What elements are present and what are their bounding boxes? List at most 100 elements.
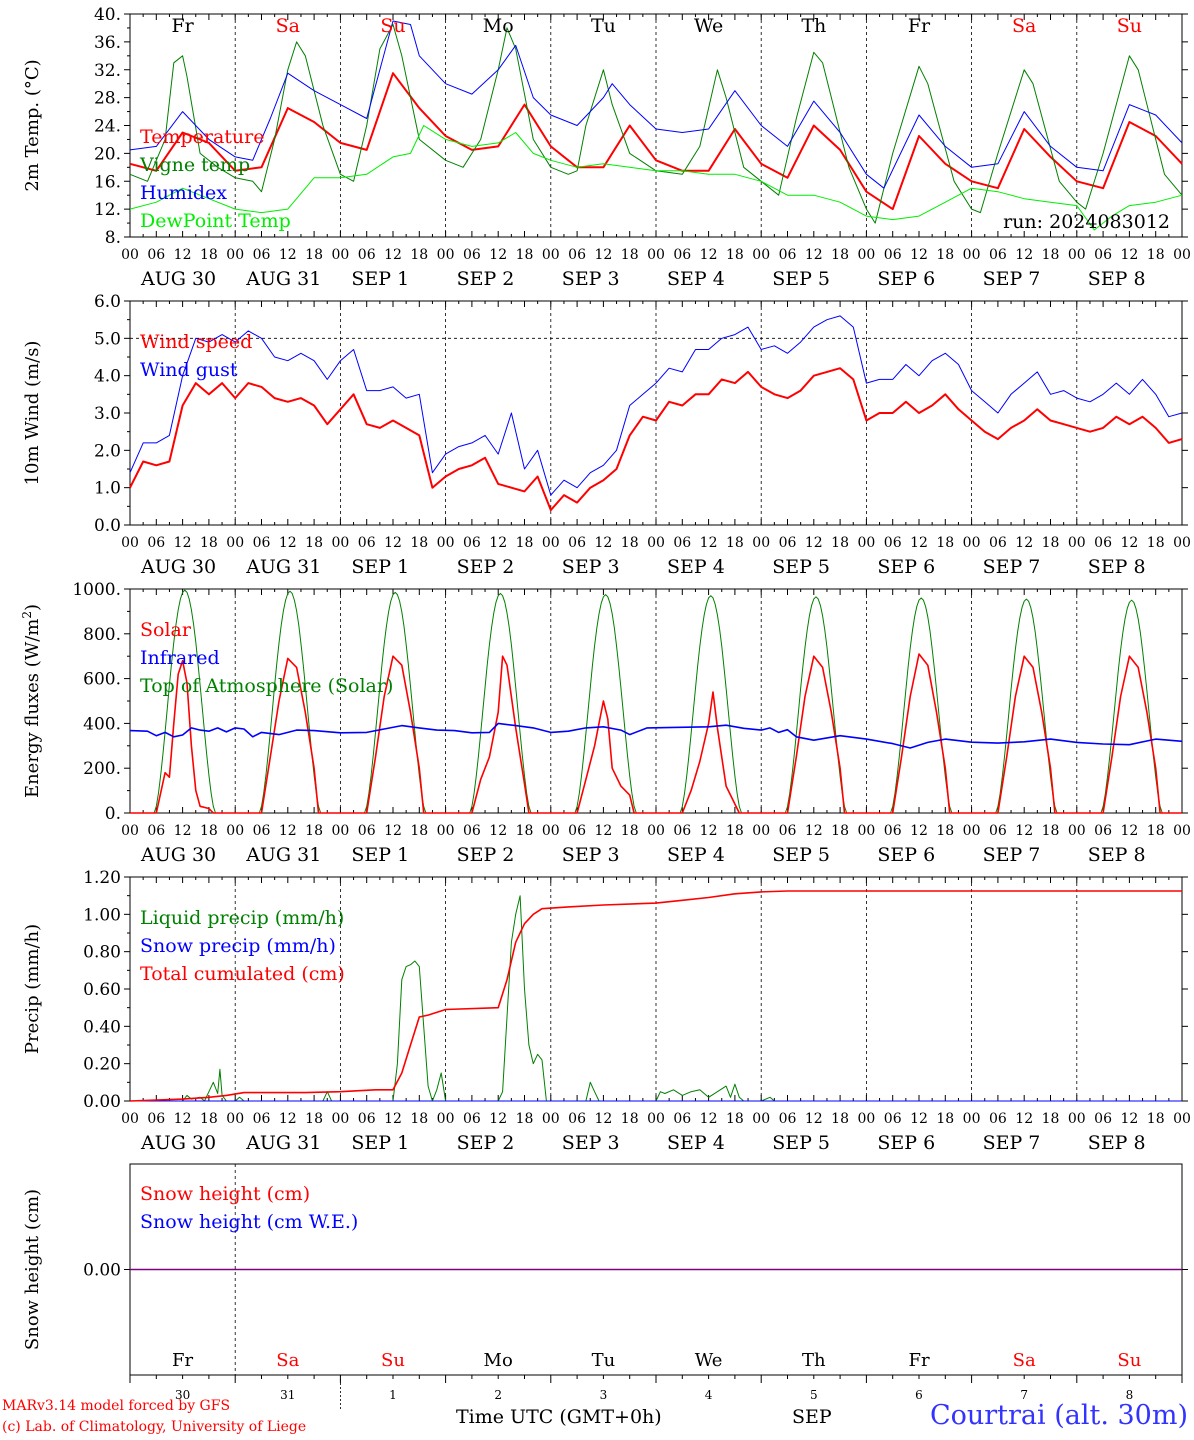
y-tick-label: 6.0 <box>94 292 121 312</box>
hour-tick-label: 12 <box>174 535 192 551</box>
hour-tick-label: 18 <box>831 823 849 839</box>
hour-tick-label: 12 <box>1120 1111 1138 1127</box>
hour-tick-label: 06 <box>253 247 271 263</box>
hour-tick-label: 06 <box>884 535 902 551</box>
legend-entry: Solar <box>140 619 192 641</box>
hour-tick-label: 06 <box>779 823 797 839</box>
hour-tick-label: 12 <box>700 1111 718 1127</box>
date-label: SEP 8 <box>1088 844 1146 866</box>
hour-tick-label: 00 <box>331 823 349 839</box>
y-tick-label: 0.00 <box>83 1092 121 1112</box>
hour-tick-label: 12 <box>384 247 402 263</box>
y-axis-label: 2m Temp. (°C) <box>22 59 43 191</box>
y-tick-label: 24. <box>94 117 121 137</box>
day-number: 8 <box>1126 1388 1134 1402</box>
series-line-infrared <box>129 722 1183 749</box>
run-label: run: 2024083012 <box>1003 211 1170 233</box>
hour-tick-label: 00 <box>857 535 875 551</box>
hour-tick-label: 06 <box>779 247 797 263</box>
series-line-wind-gust <box>129 315 1183 496</box>
hour-tick-label: 00 <box>226 535 244 551</box>
hour-tick-label: 12 <box>174 1111 192 1127</box>
date-label: SEP 4 <box>667 1132 725 1154</box>
legend-entry: Total cumulated (cm) <box>140 963 345 985</box>
hour-tick-label: 00 <box>121 247 139 263</box>
hour-tick-label: 12 <box>384 823 402 839</box>
y-axis-label: Precip (mm/h) <box>22 924 43 1054</box>
hour-tick-label: 18 <box>831 1111 849 1127</box>
hour-tick-label: 12 <box>700 823 718 839</box>
date-label: SEP 5 <box>772 268 830 290</box>
y-tick-label: 36. <box>94 33 121 53</box>
hour-tick-label: 18 <box>1147 247 1165 263</box>
y-tick-label: 0.80 <box>83 943 121 963</box>
day-abbreviation: Tu <box>591 15 616 37</box>
legend-entry: Liquid precip (mm/h) <box>140 907 344 929</box>
hour-tick-label: 18 <box>200 1111 218 1127</box>
hour-tick-label: 00 <box>542 1111 560 1127</box>
series-line-wind-speed <box>129 367 1183 512</box>
date-label: AUG 31 <box>245 268 321 290</box>
hour-tick-label: 12 <box>594 823 612 839</box>
hour-tick-label: 18 <box>516 247 534 263</box>
hour-tick-label: 06 <box>1094 247 1112 263</box>
hour-tick-label: 06 <box>568 823 586 839</box>
date-label: SEP 7 <box>983 844 1041 866</box>
day-abbreviation: Su <box>380 15 405 37</box>
hour-tick-label: 06 <box>358 247 376 263</box>
y-tick-label: 32. <box>94 61 121 81</box>
hour-tick-label: 12 <box>594 535 612 551</box>
hour-tick-label: 06 <box>989 823 1007 839</box>
y-tick-label: 2.0 <box>94 441 121 461</box>
day-abbreviation: Fr <box>172 1350 193 1371</box>
hour-tick-label: 06 <box>568 535 586 551</box>
hour-tick-label: 18 <box>410 535 428 551</box>
day-abbreviation: Fr <box>908 15 931 37</box>
hour-tick-label: 06 <box>884 1111 902 1127</box>
hour-tick-label: 12 <box>805 535 823 551</box>
legend-entry: Snow height (cm W.E.) <box>140 1211 358 1233</box>
y-tick-label: 1.0 <box>94 479 121 499</box>
hour-tick-label: 12 <box>174 247 192 263</box>
hour-tick-label: 00 <box>437 247 455 263</box>
y-tick-label: 200. <box>83 759 121 779</box>
bottom-time-axis: Fr 30 Sa 31 Su 1 Mo 2 Tu 3 We 4 Th 5 Fr 6 Sa 7 Su 8 <box>129 1350 1183 1411</box>
hour-tick-label: 18 <box>621 247 639 263</box>
plot-frame <box>129 588 1183 814</box>
hour-tick-label: 18 <box>1147 535 1165 551</box>
hour-tick-label: 00 <box>226 1111 244 1127</box>
date-label: SEP 2 <box>457 556 515 578</box>
hour-tick-label: 06 <box>253 535 271 551</box>
hour-tick-label: 06 <box>358 823 376 839</box>
date-label: SEP 2 <box>457 844 515 866</box>
panel-temperature: 8. 12. 16. 20. 24. 28. 32. 36. 40. 2m Temp. (°C) 0… <box>22 5 1191 290</box>
date-label: SEP 4 <box>667 844 725 866</box>
series-line-dewpoint-temp <box>129 125 1183 231</box>
hour-tick-label: 06 <box>884 823 902 839</box>
model-credit: MARv3.14 model forced by GFS <box>2 1398 231 1414</box>
series-line-solar <box>130 653 1182 814</box>
hour-tick-label: 12 <box>279 823 297 839</box>
hour-tick-label: 06 <box>147 535 165 551</box>
hour-tick-label: 00 <box>647 1111 665 1127</box>
day-abbreviation: Sa <box>1012 15 1036 37</box>
hour-tick-label: 18 <box>621 1111 639 1127</box>
time-axis-title: Time UTC (GMT+0h) <box>456 1406 662 1428</box>
hour-tick-label: 12 <box>1015 1111 1033 1127</box>
legend-entry: Top of Atmosphere (Solar) <box>140 675 393 697</box>
y-tick-label: 0.20 <box>83 1055 121 1075</box>
date-label: AUG 31 <box>245 1132 321 1154</box>
hour-tick-label: 06 <box>779 1111 797 1127</box>
panel-wind: 0.0 1.0 2.0 3.0 4.0 5.0 6.0 10m Wind (m/s) 00 06 1… <box>22 292 1191 578</box>
hour-tick-label: 00 <box>647 535 665 551</box>
hour-tick-label: 18 <box>936 247 954 263</box>
legend-entry: Wind gust <box>140 359 238 381</box>
date-label: AUG 30 <box>140 556 216 578</box>
date-label: SEP 3 <box>562 268 620 290</box>
lab-credit: (c) Lab. of Climatology, University of L… <box>2 1419 307 1435</box>
hour-tick-label: 06 <box>989 535 1007 551</box>
series-line-temperature <box>129 72 1183 211</box>
hour-tick-label: 00 <box>542 535 560 551</box>
date-label: SEP 6 <box>877 556 935 578</box>
y-tick-label: 5.0 <box>94 329 121 349</box>
